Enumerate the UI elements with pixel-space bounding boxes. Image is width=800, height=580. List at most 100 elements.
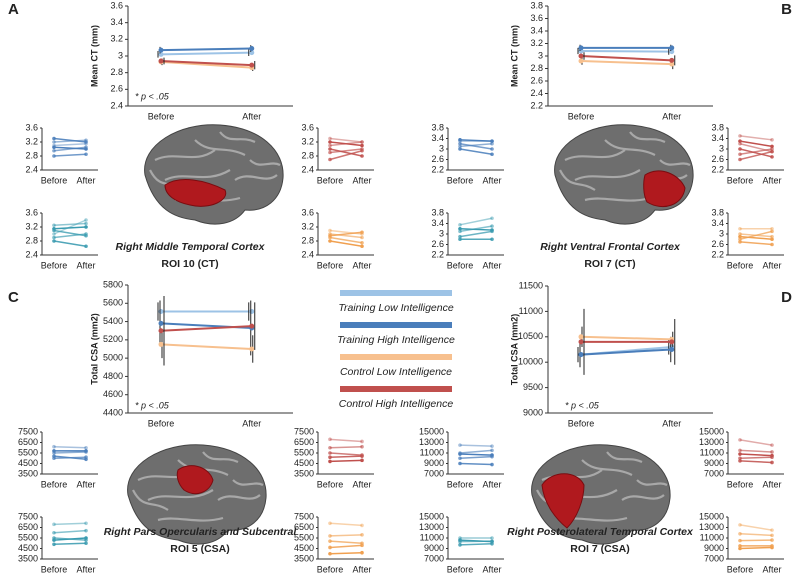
y-tick-label: 11000 xyxy=(420,447,444,457)
brain-fold xyxy=(559,169,596,191)
brain-image xyxy=(127,444,267,545)
data-point xyxy=(578,334,584,340)
y-tick-label: 5500 xyxy=(294,532,314,542)
subject-point xyxy=(770,460,774,465)
subject-point xyxy=(328,521,332,526)
subject-point xyxy=(360,439,364,444)
subject-point xyxy=(84,536,88,540)
data-point xyxy=(249,323,255,329)
subject-point xyxy=(738,141,742,146)
subject-line xyxy=(53,226,87,230)
subject-point xyxy=(738,240,742,244)
brain-region xyxy=(541,473,585,529)
subject-line xyxy=(739,533,773,537)
series-line xyxy=(580,348,672,356)
subject-point xyxy=(738,523,742,527)
subject-line xyxy=(459,148,493,155)
roi-label: ROI 7 (CT) xyxy=(584,258,635,270)
x-tick-label: Before xyxy=(317,564,344,574)
subject-point xyxy=(458,226,462,231)
y-tick-label: 7000 xyxy=(424,553,444,563)
x-tick-label: After xyxy=(482,564,501,574)
x-tick-label: After xyxy=(76,260,95,270)
x-tick-label: After xyxy=(76,479,95,489)
y-tick-label: 3.2 xyxy=(110,34,123,44)
subject-point xyxy=(490,152,494,157)
subject-point xyxy=(490,536,494,540)
y-tick-label: 5400 xyxy=(103,316,123,326)
subject-point xyxy=(328,539,332,543)
subject-line xyxy=(459,143,493,148)
data-point xyxy=(578,352,584,358)
subject-point xyxy=(458,538,462,542)
subject-line xyxy=(739,140,773,148)
subject-point xyxy=(738,532,742,536)
y-tick-label: 2.6 xyxy=(711,154,724,164)
subject-line xyxy=(329,534,363,537)
subject-point xyxy=(84,457,88,462)
subject-point xyxy=(738,139,742,143)
subject-point xyxy=(770,545,774,550)
subject-point xyxy=(738,226,742,231)
subject-line xyxy=(459,462,493,466)
y-tick-label: 2.2 xyxy=(711,164,724,174)
data-point xyxy=(669,45,675,51)
brain-fold xyxy=(164,169,231,182)
x-tick-label: After xyxy=(352,564,371,574)
brain-surface xyxy=(144,124,284,225)
x-tick-label: Before xyxy=(41,175,68,185)
y-tick-label: 3.4 xyxy=(110,17,123,27)
subject-point xyxy=(490,444,494,448)
panel-letter: B xyxy=(781,1,792,18)
subject-point xyxy=(360,444,364,449)
y-tick-label: 5800 xyxy=(103,279,123,289)
subject-point xyxy=(738,147,742,151)
subject-point xyxy=(84,528,88,533)
subject-line xyxy=(739,230,773,240)
subject-point xyxy=(360,543,364,548)
y-axis-label: Mean CT (mm) xyxy=(509,25,519,87)
subject-line xyxy=(459,143,493,150)
subject-point xyxy=(360,230,364,235)
brain-fold xyxy=(564,149,626,162)
subject-point xyxy=(490,448,494,453)
subject-line xyxy=(459,228,493,231)
y-tick-label: 2.6 xyxy=(431,154,444,164)
brain-region xyxy=(176,465,214,495)
y-tick-label: 3500 xyxy=(294,553,314,563)
y-tick-label: 2.6 xyxy=(110,84,123,94)
subject-line xyxy=(329,455,363,458)
y-tick-label: 7500 xyxy=(18,511,38,521)
x-tick-label: Before xyxy=(727,479,754,489)
legend-swatch xyxy=(340,386,452,392)
region-name: Right Posterolateral Temporal Cortex xyxy=(507,526,694,538)
subject-point xyxy=(458,234,462,239)
subject-point xyxy=(490,453,494,457)
subject-line xyxy=(459,453,493,456)
subject-point xyxy=(770,538,774,542)
x-tick-label: After xyxy=(76,175,95,185)
roi-label: ROI 7 (CSA) xyxy=(570,543,630,555)
subject-point xyxy=(84,221,88,226)
subject-line xyxy=(739,148,773,158)
subject-point xyxy=(458,141,462,146)
panel-letter: C xyxy=(8,289,19,306)
subject-line xyxy=(739,524,773,531)
y-tick-label: 11000 xyxy=(519,306,543,316)
subject-line xyxy=(329,438,363,443)
y-tick-label: 4600 xyxy=(103,389,123,399)
y-tick-label: 6500 xyxy=(294,437,314,447)
y-tick-label: 15000 xyxy=(419,426,444,436)
subject-point xyxy=(490,141,494,146)
y-tick-label: 9000 xyxy=(424,543,444,553)
subject-line xyxy=(459,217,493,226)
significance-note: * p < .05 xyxy=(565,400,600,410)
brain-fold xyxy=(219,131,256,144)
subject-point xyxy=(490,237,494,242)
subject-point xyxy=(360,523,364,528)
brain-fold xyxy=(574,169,641,182)
y-tick-label: 3.8 xyxy=(711,122,724,132)
y-axis-label: Total CSA (mm2) xyxy=(89,313,99,385)
y-tick-label: 9500 xyxy=(523,382,543,392)
x-tick-label: Before xyxy=(317,479,344,489)
